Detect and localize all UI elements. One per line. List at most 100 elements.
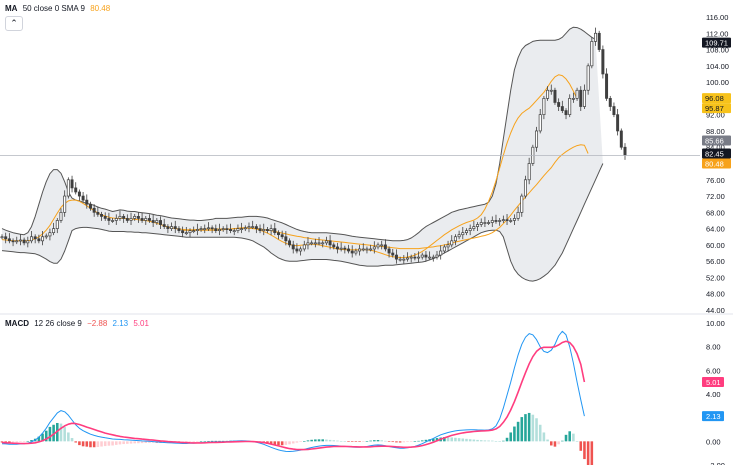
candle-body <box>63 195 67 213</box>
histogram-bar <box>59 423 63 442</box>
histogram-bar <box>443 437 446 442</box>
histogram-bar <box>107 441 111 446</box>
histogram-bar <box>465 438 468 442</box>
histogram-bar <box>483 440 487 442</box>
price-tag <box>702 135 731 146</box>
histogram-bar <box>546 439 549 442</box>
candle-body <box>85 199 89 205</box>
histogram-bar <box>387 441 391 442</box>
candle-body <box>394 254 398 260</box>
histogram-bar <box>74 441 78 443</box>
macd-panel <box>0 330 594 470</box>
macd-tick-label: 6.00 <box>706 366 721 375</box>
candle-body <box>262 229 266 231</box>
histogram-bar <box>52 424 55 442</box>
candle-body <box>446 244 450 248</box>
candle-body <box>88 203 92 209</box>
histogram-bar <box>579 441 583 451</box>
candle-body <box>579 89 583 107</box>
histogram-bar <box>402 441 406 443</box>
macd-line-value: 2.13 <box>112 319 129 328</box>
histogram-bar <box>306 440 310 442</box>
candle-body <box>535 130 539 148</box>
histogram-bar <box>196 441 199 442</box>
candle-body <box>420 254 424 258</box>
histogram-bar <box>361 441 365 442</box>
histogram-bar <box>561 440 564 442</box>
candle-body <box>44 235 48 238</box>
candle-body <box>476 224 480 227</box>
candle-body <box>218 229 221 231</box>
candle-body <box>597 32 601 50</box>
candle-body <box>26 240 30 244</box>
candle-body <box>140 218 144 221</box>
histogram-bar <box>78 441 81 446</box>
candle-body <box>391 252 395 256</box>
histogram-bar <box>4 441 7 443</box>
histogram-bar <box>446 437 450 442</box>
price-legend[interactable]: MA 50 close 0 SMA 9 80.48 <box>5 4 113 13</box>
candle-body <box>18 239 22 242</box>
candle-body <box>66 179 70 197</box>
ma-indicator-value: 80.48 <box>90 4 111 13</box>
candle-body <box>258 228 262 231</box>
histogram-bar <box>339 440 343 442</box>
price-tick-label: 88.00 <box>706 127 725 136</box>
histogram-bar <box>299 441 302 442</box>
candle-body <box>472 226 476 229</box>
histogram-bar <box>376 440 380 442</box>
macd-hist-value: −2.88 <box>87 319 108 328</box>
histogram-bar <box>137 441 140 444</box>
candle-body <box>166 226 170 229</box>
histogram-bar <box>487 440 490 442</box>
candle-body <box>608 98 612 107</box>
candle-body <box>549 89 553 92</box>
candle-body <box>487 222 491 224</box>
histogram-bar <box>420 440 424 442</box>
histogram-bar <box>494 441 498 442</box>
macd-value-tag <box>702 377 724 388</box>
histogram-bar <box>505 437 509 442</box>
macd-tick-label: 10.00 <box>706 319 725 328</box>
histogram-bar <box>15 441 19 443</box>
candle-body <box>313 242 317 245</box>
candle-body <box>619 130 623 148</box>
histogram-bar <box>535 418 538 442</box>
candle-body <box>295 248 299 252</box>
candle-body <box>350 250 354 254</box>
macd-legend[interactable]: MACD 12 26 close 9 −2.88 2.13 5.01 <box>5 319 152 328</box>
candle-body <box>387 248 391 254</box>
collapse-legend-button[interactable]: ⌃ <box>5 16 23 31</box>
candle-body <box>509 220 513 222</box>
histogram-bar <box>140 441 144 444</box>
candle-body <box>557 102 561 107</box>
price-tag <box>702 158 731 169</box>
histogram-bar <box>347 441 350 442</box>
candle-body <box>483 222 487 224</box>
histogram-bar <box>295 441 299 443</box>
candlesticks <box>0 27 627 264</box>
histogram-bar <box>406 441 409 443</box>
candle-body <box>571 98 575 100</box>
macd-tick-label: 4.00 <box>706 390 721 399</box>
price-tick-label: 104.00 <box>706 62 729 71</box>
candle-body <box>354 250 358 254</box>
candle-body <box>192 230 196 232</box>
histogram-bar <box>417 440 420 442</box>
candle-body <box>501 219 505 222</box>
candle-body <box>184 232 188 235</box>
histogram-bar <box>575 441 579 442</box>
price-scale: 116.00112.00108.00104.00100.0096.0092.00… <box>702 13 731 470</box>
candle-body <box>546 89 550 99</box>
histogram-bar <box>92 441 96 448</box>
histogram-bar <box>273 441 277 446</box>
candle-body <box>431 256 435 259</box>
histogram-bar <box>384 440 387 442</box>
price-tick-label: 100.00 <box>706 78 729 87</box>
candle-body <box>125 218 129 221</box>
candle-body <box>81 195 85 201</box>
histogram-bar <box>509 432 513 442</box>
candle-body <box>225 228 229 230</box>
